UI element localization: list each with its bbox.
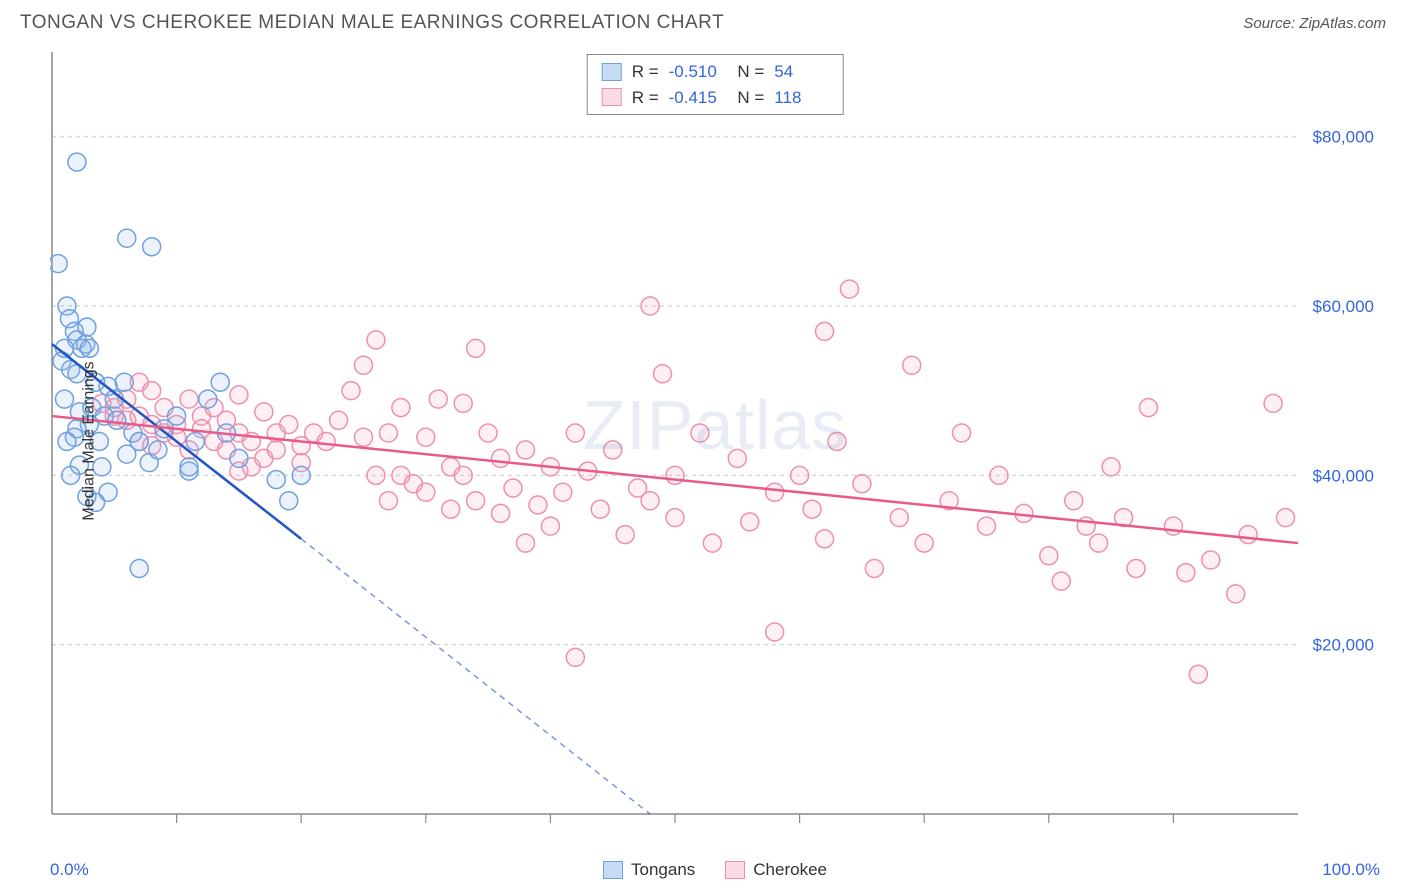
- swatch-cherokee-icon: [602, 88, 622, 106]
- x-axis-max-label: 100.0%: [1322, 860, 1380, 880]
- svg-text:$80,000: $80,000: [1313, 128, 1374, 147]
- svg-text:$60,000: $60,000: [1313, 297, 1374, 316]
- x-axis-min-label: 0.0%: [50, 860, 89, 880]
- swatch-tongans-icon: [602, 63, 622, 81]
- chart-header: TONGAN VS CHEROKEE MEDIAN MALE EARNINGS …: [0, 0, 1406, 42]
- legend-item-cherokee: Cherokee: [725, 860, 827, 880]
- stats-legend-box: R = -0.510 N = 54 R = -0.415 N = 118: [587, 54, 844, 115]
- chart-footer: 0.0% Tongans Cherokee 100.0%: [50, 860, 1380, 880]
- swatch-tongans-icon: [603, 861, 623, 879]
- svg-text:$20,000: $20,000: [1313, 636, 1374, 655]
- chart-title: TONGAN VS CHEROKEE MEDIAN MALE EARNINGS …: [20, 12, 724, 34]
- svg-text:$40,000: $40,000: [1313, 466, 1374, 485]
- y-axis-label: Median Male Earnings: [81, 361, 99, 520]
- scatter-plot-svg: $20,000 $40,000 $60,000 $80,000: [50, 50, 1380, 832]
- stats-row-cherokee: R = -0.415 N = 118: [602, 85, 829, 111]
- legend-item-tongans: Tongans: [603, 860, 695, 880]
- swatch-cherokee-icon: [725, 861, 745, 879]
- legend-bottom: Tongans Cherokee: [603, 860, 827, 880]
- stats-row-tongans: R = -0.510 N = 54: [602, 59, 829, 85]
- plot-area: Median Male Earnings $20,000 $40,000 $60,0…: [50, 50, 1380, 832]
- source-label: Source: ZipAtlas.com: [1243, 15, 1386, 32]
